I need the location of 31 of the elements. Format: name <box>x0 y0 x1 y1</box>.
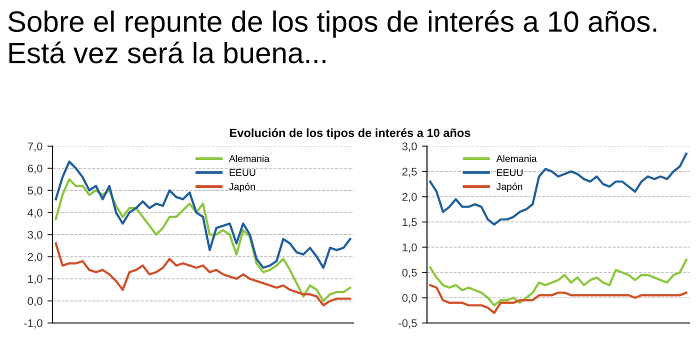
legend-label: Alemania <box>228 154 270 162</box>
line-series <box>429 258 688 306</box>
y-tick-label: 0,0 <box>28 297 42 306</box>
y-tick-label: 2,0 <box>28 252 42 262</box>
y-tick-label: 3,0 <box>28 230 42 240</box>
legend-label: Japón <box>496 182 522 192</box>
y-tick-label: 1,0 <box>402 243 417 253</box>
legend-label: EEUU <box>497 169 523 176</box>
y-tick-label: -1,0 <box>24 319 42 328</box>
y-tick-label: 0,0 <box>402 294 417 304</box>
y-tick-label: 7,0 <box>28 142 42 152</box>
y-tick-label: 6,0 <box>28 164 42 174</box>
legend-label: EEUU <box>230 169 256 176</box>
chart-title: Sobre el repunte de los tipos de interés a 10 años. Está vez será la buena... <box>8 10 656 64</box>
chart-subtitle: Evolución de los tipos de interés a 10 años <box>230 128 470 140</box>
y-tick-label: 4,0 <box>28 208 42 218</box>
line-series <box>54 178 352 302</box>
y-tick-label: 1,0 <box>28 275 42 284</box>
legend-label: Alemania <box>496 154 537 162</box>
y-tick-label: 1,5 <box>402 218 417 228</box>
y-tick-label: 5,0 <box>28 186 42 196</box>
line-series <box>54 242 352 306</box>
y-tick-label: 0,5 <box>402 268 417 278</box>
line-series <box>429 152 688 226</box>
y-tick-label: 2,0 <box>402 192 417 202</box>
y-tick-label: 2,5 <box>402 168 417 177</box>
y-tick-label: 3,0 <box>402 142 417 152</box>
legend-label: Japón <box>229 182 255 192</box>
y-tick-label: -0,5 <box>398 319 417 328</box>
line-series <box>429 284 688 314</box>
line-series <box>54 160 352 269</box>
